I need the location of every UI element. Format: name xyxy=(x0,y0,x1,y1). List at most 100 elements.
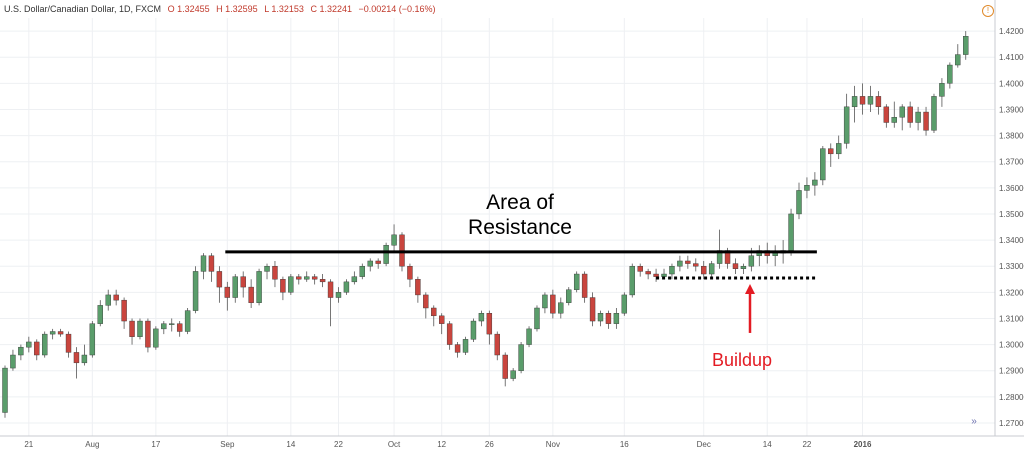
x-tick-label: 26 xyxy=(485,440,494,449)
candle xyxy=(843,93,850,149)
candle xyxy=(311,274,318,285)
x-tick-label: Sep xyxy=(220,440,235,449)
candle-body xyxy=(407,265,413,280)
candle xyxy=(550,289,556,319)
candle xyxy=(820,146,826,186)
candle-body xyxy=(629,265,635,296)
candle-body xyxy=(2,367,8,413)
candle-body xyxy=(613,313,620,324)
candle xyxy=(788,208,794,256)
candle xyxy=(391,224,397,251)
candle xyxy=(73,347,80,379)
candle xyxy=(446,321,453,350)
candle-body xyxy=(812,179,818,186)
candle-body xyxy=(34,341,40,356)
candle-body xyxy=(89,323,96,356)
y-tick-label: 1.37000 xyxy=(999,158,1024,167)
candle-body xyxy=(327,281,334,298)
candle-body xyxy=(550,294,556,314)
x-tick-label: Oct xyxy=(388,440,401,449)
candle-body xyxy=(280,279,286,293)
candle-body xyxy=(232,276,238,298)
candle-body xyxy=(955,54,961,66)
candle xyxy=(931,93,937,133)
candle xyxy=(462,336,469,356)
x-tick-label: 14 xyxy=(763,440,772,449)
candle-body xyxy=(597,313,604,322)
y-tick-label: 1.31000 xyxy=(999,314,1024,323)
candle xyxy=(740,263,747,275)
candle-body xyxy=(335,292,342,298)
candle-body xyxy=(431,307,437,317)
candle-body xyxy=(272,265,278,280)
y-tick-label: 1.35000 xyxy=(999,210,1024,219)
candle-body xyxy=(319,279,326,283)
y-tick-label: 1.32000 xyxy=(999,288,1024,297)
candle xyxy=(812,172,818,196)
candle-body xyxy=(915,111,921,123)
candle-body xyxy=(161,323,167,330)
candle xyxy=(589,292,596,327)
candle-body xyxy=(891,117,897,123)
candle-body xyxy=(264,265,270,272)
candle-body xyxy=(367,260,373,267)
candle xyxy=(494,331,500,361)
candle-body xyxy=(49,331,56,335)
candle-body xyxy=(296,276,302,280)
candle-body xyxy=(494,333,500,356)
candle-body xyxy=(248,286,254,303)
symbol-label: U.S. Dollar/Canadian Dollar, 1D, FXCM xyxy=(4,4,162,14)
y-axis: 1.27000 1.28000 1.29000 1.30000 1.31000 1.320… xyxy=(994,0,1024,436)
change-value: −0.00214 (−0.16%) xyxy=(358,4,436,14)
candle-body xyxy=(486,313,493,335)
candle xyxy=(319,274,326,288)
y-tick-label: 1.29000 xyxy=(999,367,1024,376)
candle-body xyxy=(502,354,508,379)
candle-body xyxy=(343,281,350,293)
candle xyxy=(327,279,334,327)
candle xyxy=(613,307,620,329)
x-tick-label: 22 xyxy=(334,440,343,449)
candle xyxy=(439,313,445,335)
candle xyxy=(367,258,373,272)
candle-body xyxy=(18,346,24,356)
candle-body xyxy=(573,273,580,290)
candle-body xyxy=(510,370,516,379)
candle xyxy=(653,268,659,282)
candle-body xyxy=(256,271,262,303)
candle xyxy=(597,310,604,327)
candle-body xyxy=(462,339,469,353)
high-value: H 1.32595 xyxy=(216,4,258,14)
candle-body xyxy=(113,294,119,301)
candle-body xyxy=(939,83,945,97)
candle-body xyxy=(859,96,866,105)
candle-body xyxy=(65,333,72,353)
warning-icon[interactable]: ! xyxy=(982,5,994,17)
candle xyxy=(192,266,199,314)
candle xyxy=(113,289,119,306)
x-tick-label: 12 xyxy=(437,440,446,449)
candle xyxy=(34,339,40,361)
candle xyxy=(375,258,381,269)
candle xyxy=(899,104,905,131)
candle xyxy=(121,297,127,329)
candle xyxy=(454,341,461,358)
candle xyxy=(359,263,365,280)
candle-body xyxy=(351,276,358,283)
candle-body xyxy=(10,354,16,369)
candle-body xyxy=(931,96,937,131)
candle xyxy=(629,263,635,298)
y-tick-label: 1.27000 xyxy=(999,419,1024,428)
candle xyxy=(256,268,262,306)
candle xyxy=(415,276,421,303)
scroll-to-end-icon[interactable]: » xyxy=(971,416,977,427)
candle xyxy=(891,101,897,128)
x-tick-label: Dec xyxy=(697,440,711,449)
candle-body xyxy=(883,106,890,123)
x-tick-label: Nov xyxy=(546,440,560,449)
candle-body xyxy=(137,320,143,337)
candle xyxy=(947,62,953,89)
x-tick-label: 16 xyxy=(620,440,629,449)
candle xyxy=(216,266,223,303)
